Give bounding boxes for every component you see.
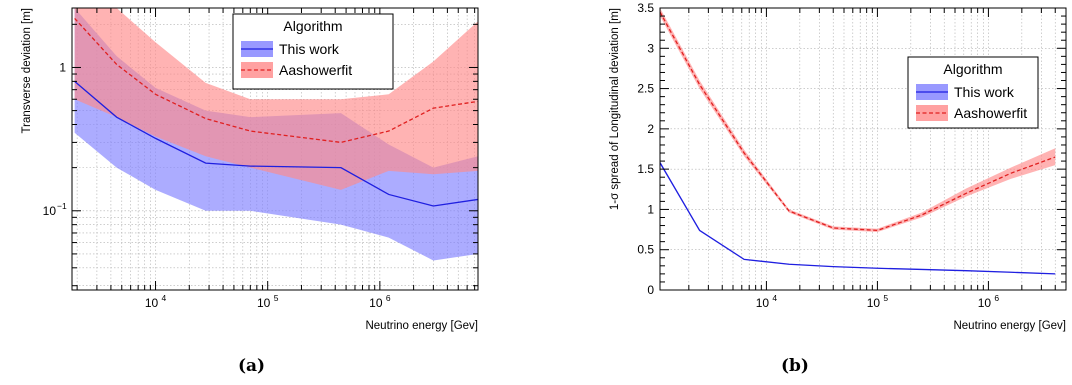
plot-area-a	[74, 8, 478, 261]
x-tick-exponent: 4	[162, 293, 167, 303]
y-tick-label: 2	[647, 122, 654, 136]
x-tick-label: 10	[257, 296, 271, 310]
y-ticks-b	[660, 7, 1066, 291]
x-tick-label: 10	[145, 296, 159, 310]
x-axis-title-a: Neutrino energy [Gev]	[365, 320, 478, 332]
legend-entry-label: Aashowerfit	[954, 105, 1027, 121]
x-tick-label: 10	[369, 296, 383, 310]
x-tick-label: 10	[978, 296, 992, 310]
x-ticks-b	[688, 8, 1067, 290]
x-tick-exponent: 5	[274, 293, 279, 303]
plot-frame-b	[659, 7, 1067, 291]
plot-frame-a	[71, 7, 479, 291]
y-tick-label: 1	[59, 60, 66, 74]
legend-entry-label: This work	[954, 84, 1015, 100]
y-axis-title-a: Transverse deviation [m]	[21, 8, 33, 133]
x-tick-label: 10	[867, 296, 881, 310]
caption-b: (b)	[781, 356, 809, 376]
legend-title: Algorithm	[283, 18, 342, 34]
line-this-work	[660, 162, 1056, 275]
legend-b: Algorithm This work Aashowerfit	[907, 56, 1039, 129]
x-tick-exponent: 5	[883, 293, 888, 303]
x-tick-exponent: 6	[386, 293, 391, 303]
y-tick-label: 0.5	[637, 243, 654, 257]
y-tick-label: 0	[647, 283, 654, 297]
y-tick-label: 10	[43, 204, 57, 218]
legend-title: Algorithm	[943, 61, 1002, 77]
y-tick-label: 1	[647, 202, 654, 216]
caption-a: (a)	[238, 356, 266, 376]
y-tick-label: 2.5	[637, 82, 654, 96]
x-tick-exponent: 6	[994, 293, 999, 303]
legend-entry-label: Aashowerfit	[279, 62, 352, 78]
y-axis-title-b: 1-σ spread of Longitudinal deviation [m]	[609, 8, 621, 210]
line-this-work	[74, 80, 478, 207]
x-tick-exponent: 4	[772, 293, 777, 303]
legend-entry-label: This work	[279, 41, 340, 57]
y-ticks-a	[72, 23, 478, 287]
x-axis-title-b: Neutrino energy [Gev]	[953, 320, 1066, 332]
legend-a: Algorithm This work Aashowerfit	[232, 13, 394, 90]
x-tick-label: 10	[756, 296, 770, 310]
line-aashowerfit	[660, 11, 1056, 232]
grid-b	[660, 7, 1067, 291]
y-tick-label: 3	[647, 41, 654, 55]
y-tick-label: 3.5	[637, 1, 654, 15]
y-tick-label: 1.5	[637, 162, 654, 176]
band-aashowerfit	[74, 8, 478, 190]
line-aashowerfit	[74, 17, 478, 144]
y-tick-exponent: −1	[57, 201, 67, 211]
plot-area-b	[660, 8, 1056, 275]
